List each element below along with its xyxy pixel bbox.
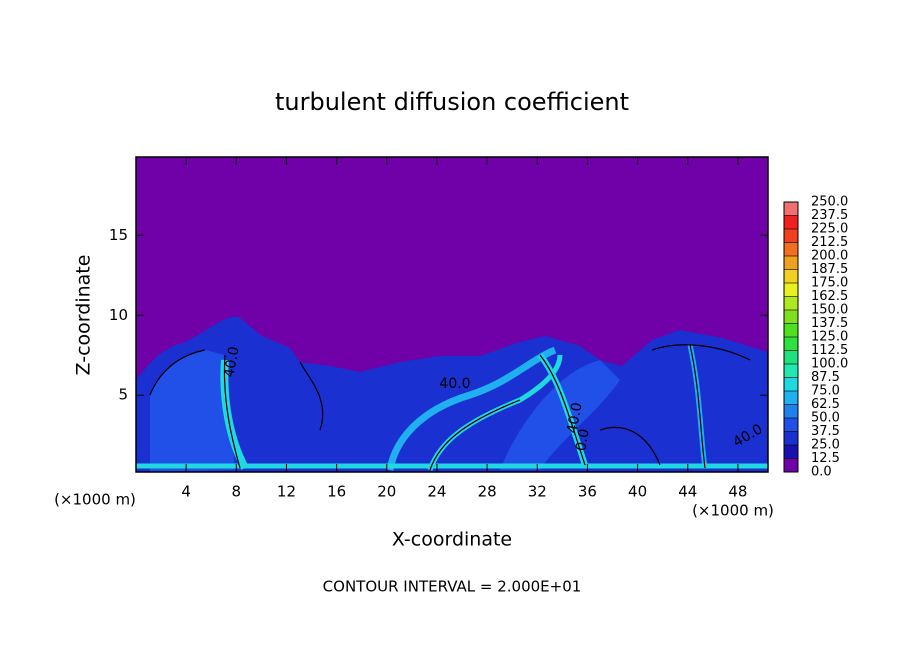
colorbar-segment <box>784 310 798 324</box>
x-tick-label: 44 <box>678 483 697 501</box>
contour-label: 40.0 <box>564 401 585 434</box>
colorbar-label: 137.5 <box>811 316 848 331</box>
contour-line <box>149 344 751 471</box>
colorbar-segment <box>784 418 798 432</box>
colorbar-label: 112.5 <box>811 343 848 358</box>
x-unit-label: (×1000 m) <box>692 502 774 520</box>
field-region <box>150 350 235 472</box>
x-tick-label: 20 <box>377 483 396 501</box>
colorbar-label: 50.0 <box>811 411 840 426</box>
x-tick-label: 12 <box>277 483 296 501</box>
colorbar-segment <box>784 445 798 459</box>
colorbar-label: 150.0 <box>811 303 848 318</box>
colorbar-label: 100.0 <box>811 357 848 372</box>
x-tick-label: 4 <box>181 483 191 501</box>
colorbar-segment <box>784 431 798 445</box>
colorbar-label: 25.0 <box>811 438 840 453</box>
x-tick-label: 28 <box>478 483 497 501</box>
footer-note: CONTOUR INTERVAL = 2.000E+01 <box>323 578 582 596</box>
contour-label: 40.0 <box>221 345 242 378</box>
colorbar-segment <box>784 323 798 337</box>
colorbar-label: 162.5 <box>811 289 848 304</box>
contour-label: 0.0 <box>573 428 593 453</box>
x-tick-label: 48 <box>728 483 747 501</box>
colorbar-label: 212.5 <box>811 235 848 250</box>
colorbar-segment <box>784 391 798 405</box>
colorbar-segment <box>784 215 798 229</box>
colorbar-label: 125.0 <box>811 330 848 345</box>
x-tick-label: 24 <box>427 483 446 501</box>
colorbar-label: 37.5 <box>811 424 840 439</box>
y-tick-label: 15 <box>109 226 128 244</box>
turbulent-field <box>136 316 768 472</box>
colorbar-segment <box>784 458 798 472</box>
colorbar-label: 12.5 <box>811 451 840 466</box>
x-tick-label: 16 <box>327 483 346 501</box>
plot-frame <box>135 156 769 473</box>
colorbar-label: 250.0 <box>811 195 848 210</box>
colorbar-label: 187.5 <box>811 262 848 277</box>
x-tick-label: 40 <box>628 483 647 501</box>
colorbar-segment <box>784 364 798 378</box>
x-tick-label: 36 <box>578 483 597 501</box>
colorbar-segment <box>784 242 798 256</box>
colorbar-segment <box>784 296 798 310</box>
x-axis-label: X-coordinate <box>392 529 512 551</box>
colorbar-label: 200.0 <box>811 249 848 264</box>
colorbar-label: 62.5 <box>811 397 840 412</box>
x-tick-label: 32 <box>528 483 547 501</box>
x-tick-label: 8 <box>232 483 242 501</box>
colorbar-segment <box>784 229 798 243</box>
field-region <box>500 360 620 470</box>
colorbar-segment <box>784 283 798 297</box>
colorbar-label: 237.5 <box>811 208 848 223</box>
field-region <box>136 316 768 472</box>
colorbar-segment <box>784 202 798 216</box>
colorbar-label: 225.0 <box>811 222 848 237</box>
colorbar-segment <box>784 269 798 283</box>
y-axis-label: Z-coordinate <box>73 255 95 376</box>
colorbar-label: 175.0 <box>811 276 848 291</box>
field-streak <box>386 346 557 471</box>
contour-label: 40.0 <box>439 376 470 392</box>
colorbar-label: 75.0 <box>811 384 840 399</box>
y-tick-label: 10 <box>109 306 128 324</box>
colorbar-segment <box>784 404 798 418</box>
x-unit-label: (×1000 m) <box>54 491 136 509</box>
colorbar-segment <box>784 256 798 270</box>
colorbar-segment <box>784 350 798 364</box>
colorbar-segment <box>784 337 798 351</box>
chart-title: turbulent diffusion coefficient <box>275 88 629 116</box>
colorbar-segment <box>784 377 798 391</box>
y-tick-label: 5 <box>118 386 128 404</box>
colorbar-label: 0.0 <box>811 465 832 480</box>
colorbar-label: 87.5 <box>811 370 840 385</box>
